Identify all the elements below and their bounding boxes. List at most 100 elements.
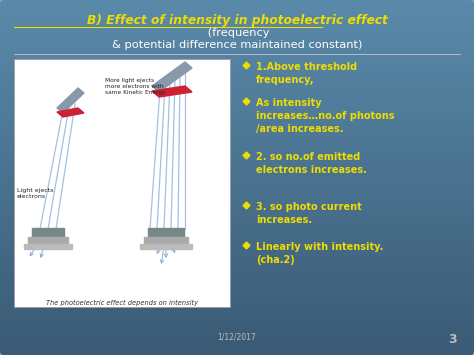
Bar <box>144 237 188 244</box>
Bar <box>0 186 474 192</box>
Bar <box>0 164 474 170</box>
Bar <box>0 0 474 5</box>
Bar <box>0 137 474 143</box>
Bar <box>0 102 474 108</box>
Polygon shape <box>57 108 84 117</box>
Text: B) Effect of intensity in photoelectric effect: B) Effect of intensity in photoelectric … <box>87 14 387 27</box>
Bar <box>0 169 474 174</box>
Polygon shape <box>57 88 84 113</box>
Bar <box>0 213 474 218</box>
Bar <box>0 18 474 23</box>
Bar <box>0 67 474 72</box>
Bar <box>0 284 474 289</box>
Bar <box>0 160 474 165</box>
Bar <box>0 320 474 325</box>
Bar <box>0 146 474 152</box>
Bar <box>0 31 474 37</box>
Bar <box>0 324 474 329</box>
Bar <box>0 195 474 201</box>
Bar <box>0 40 474 45</box>
Bar <box>0 253 474 258</box>
Bar <box>0 142 474 147</box>
Bar <box>0 133 474 138</box>
Text: 2. so no.of emitted
electrons increases.: 2. so no.of emitted electrons increases. <box>256 152 367 175</box>
Bar <box>0 266 474 272</box>
Bar <box>0 217 474 223</box>
Bar <box>32 228 64 237</box>
Bar <box>14 59 230 307</box>
Bar <box>0 71 474 76</box>
Bar <box>0 257 474 263</box>
Bar <box>0 311 474 316</box>
Bar <box>0 333 474 338</box>
Bar <box>0 120 474 125</box>
Bar <box>0 9 474 14</box>
Bar <box>0 293 474 298</box>
Bar <box>0 93 474 99</box>
Bar <box>0 248 474 254</box>
Bar <box>28 237 68 244</box>
Bar <box>0 222 474 227</box>
Bar <box>0 342 474 347</box>
Text: 1.Above threshold
frequency,: 1.Above threshold frequency, <box>256 62 357 85</box>
Bar <box>0 27 474 32</box>
Bar <box>0 173 474 179</box>
Bar <box>0 262 474 267</box>
Text: As intensity
increases…no.of photons
/area increases.: As intensity increases…no.of photons /ar… <box>256 98 394 133</box>
Polygon shape <box>152 62 192 92</box>
Text: More light ejects
more electrons with
same Kinetic Energy: More light ejects more electrons with sa… <box>105 78 165 94</box>
Bar <box>0 328 474 334</box>
Bar <box>0 306 474 312</box>
Bar <box>0 80 474 85</box>
Bar <box>0 200 474 205</box>
Bar <box>0 129 474 134</box>
Bar <box>0 244 474 250</box>
Bar <box>0 346 474 351</box>
Bar <box>0 288 474 294</box>
Bar <box>0 280 474 285</box>
Bar <box>0 226 474 232</box>
Bar <box>0 115 474 121</box>
Bar <box>148 228 184 237</box>
Bar <box>0 191 474 196</box>
Bar <box>0 62 474 67</box>
Bar <box>0 178 474 183</box>
Bar <box>0 337 474 343</box>
Text: 3: 3 <box>448 333 457 346</box>
Bar <box>0 36 474 41</box>
Bar <box>0 204 474 209</box>
Bar <box>0 98 474 103</box>
Text: Linearly with intensity.
(cha.2): Linearly with intensity. (cha.2) <box>256 242 383 265</box>
Polygon shape <box>152 86 192 97</box>
Bar <box>0 275 474 280</box>
Bar <box>0 89 474 94</box>
Bar <box>0 13 474 19</box>
Text: Light ejects
electrons: Light ejects electrons <box>17 188 54 199</box>
Bar <box>0 22 474 28</box>
Bar <box>0 182 474 187</box>
Bar <box>24 244 72 249</box>
Text: 1/12/2017: 1/12/2017 <box>218 333 256 342</box>
Bar <box>0 240 474 245</box>
Bar <box>0 111 474 116</box>
Bar <box>0 58 474 63</box>
Bar <box>0 124 474 130</box>
Bar <box>0 75 474 81</box>
Bar <box>0 208 474 214</box>
Bar <box>0 4 474 10</box>
Bar <box>0 151 474 156</box>
Bar <box>0 231 474 236</box>
Bar <box>0 271 474 276</box>
Bar <box>0 315 474 321</box>
Bar <box>0 351 474 355</box>
Bar <box>0 44 474 50</box>
Bar <box>0 302 474 307</box>
Bar <box>0 49 474 54</box>
Bar <box>0 155 474 161</box>
Bar <box>140 244 192 249</box>
Bar <box>0 84 474 90</box>
Text: 3. so photo current
increases.: 3. so photo current increases. <box>256 202 362 225</box>
Bar <box>0 235 474 241</box>
Bar <box>0 53 474 59</box>
Text: (frequency
& potential difference maintained constant): (frequency & potential difference mainta… <box>112 28 362 50</box>
